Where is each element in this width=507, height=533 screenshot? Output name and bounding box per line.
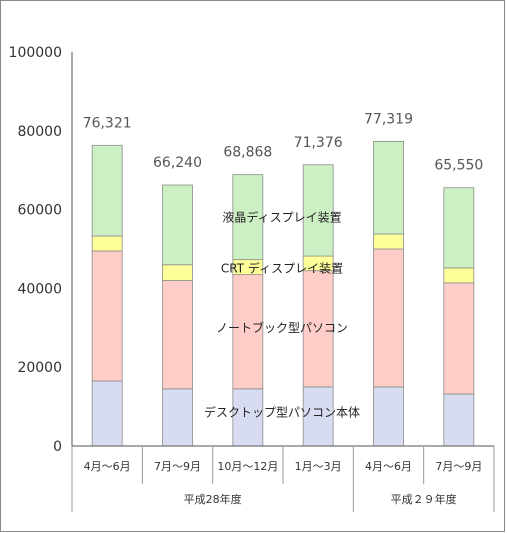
bar-segment [91,380,123,447]
y-tick-label: 60000 [17,203,62,219]
bar-segment [162,388,193,447]
x-tick-label: 4月～6月 [365,460,412,473]
bar-segment [443,187,475,269]
total-label: 65,550 [434,158,483,174]
bar-segment [373,140,404,235]
bar-segment [302,164,334,257]
series-label: ノートブック型パソコン [216,320,348,335]
y-tick-label: 40000 [17,281,62,297]
total-label: 76,321 [83,115,132,131]
y-tick-label: 80000 [17,124,62,140]
x-tick-label: 10月～12月 [217,460,278,473]
x-tick-label: 7月～9月 [154,460,201,473]
x-tick-label: 1月～3月 [295,460,342,473]
y-tick-label: 20000 [17,360,62,376]
y-tick-label: 0 [53,439,62,455]
x-tick-label: 4月～6月 [84,460,131,473]
bar-segment [302,386,334,447]
total-label: 71,376 [294,135,343,151]
series-label: デスクトップ型パソコン本体 [204,405,360,420]
bar-segment [443,267,475,284]
series-label: CRT ディスプレイ装置 [221,261,343,276]
total-label: 77,319 [364,111,413,127]
bar-segment [373,386,404,447]
bar-segment [232,174,264,261]
bar-segment [91,235,123,252]
y-axis: 0 20000 40000 60000 80000 100000 [9,45,73,455]
y-tick-label: 100000 [9,45,62,61]
bar-segment [162,184,193,266]
bar-segment [232,388,264,447]
bar-segment [91,144,123,237]
bar-segment [443,282,475,395]
series-label: 液晶ディスプレイ装置 [222,209,341,224]
total-label: 66,240 [153,155,202,171]
total-labels: 76,321 66,240 68,868 71,376 77,319 65,550 [83,111,484,173]
total-label: 68,868 [223,145,272,161]
bar-segment [443,393,475,447]
bars [91,140,475,447]
x-group-label: 平成28年度 [184,492,242,506]
bar-segment [373,248,404,388]
x-tick-label: 7月～9月 [435,460,482,473]
bar-segment [373,233,404,250]
bar-segment [162,280,193,390]
bar-segment [162,264,193,281]
x-group-label: 平成２９年度 [391,492,457,506]
bar-segment [232,274,264,390]
bar-segment [91,250,123,382]
